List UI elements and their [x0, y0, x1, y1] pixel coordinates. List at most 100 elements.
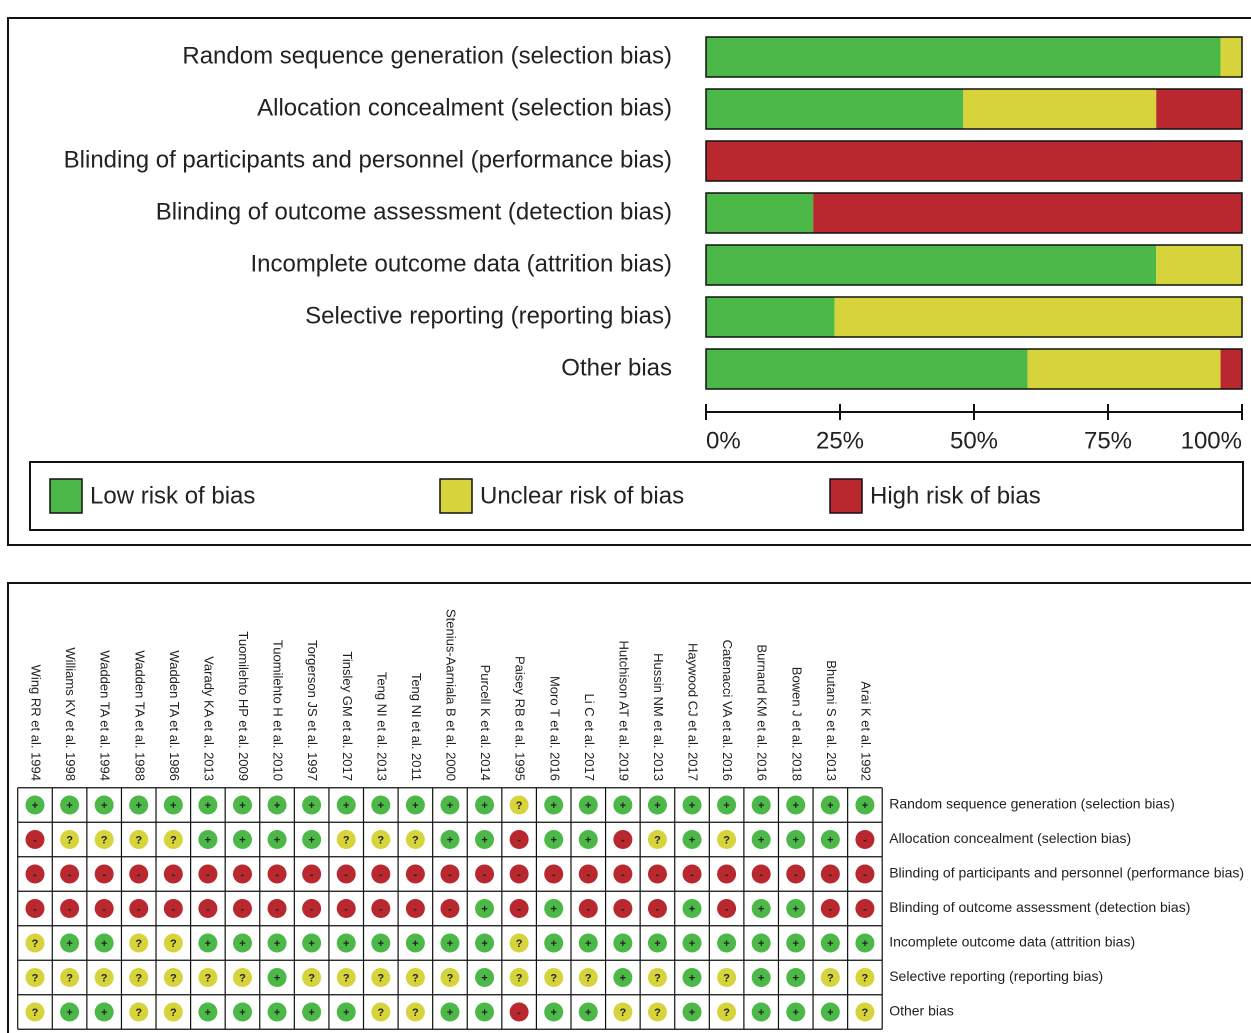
judgement-dot — [163, 968, 183, 987]
judgement-symbol: + — [274, 1007, 280, 1019]
judgement-symbol: + — [481, 800, 487, 812]
judgement-dot — [786, 1002, 806, 1022]
judgement-dot — [820, 830, 840, 849]
judgement-symbol: + — [758, 938, 764, 950]
judgement-symbol: + — [378, 800, 384, 812]
judgement-dot — [509, 795, 529, 815]
judgement-symbol: - — [33, 903, 37, 915]
x-tick-label: 75% — [1084, 427, 1132, 454]
judgement-symbol: + — [447, 834, 453, 846]
domain-label: Blinding of participants and personnel (… — [64, 146, 672, 173]
judgement-dot — [578, 899, 598, 918]
judgement-symbol: + — [689, 938, 695, 950]
judgement-dot — [60, 933, 80, 953]
judgement-dot — [302, 933, 322, 953]
judgement-symbol: + — [239, 1007, 245, 1019]
bar-outline — [705, 36, 1243, 78]
judgement-symbol: ? — [377, 834, 384, 846]
judgement-dot — [232, 1002, 252, 1022]
domain-label: Other bias — [889, 1003, 954, 1019]
judgement-dot — [751, 1002, 771, 1022]
judgement-dot — [163, 1002, 183, 1022]
judgement-dot — [717, 933, 737, 953]
bar-segment — [706, 141, 1242, 181]
judgement-symbol: + — [620, 972, 626, 984]
study-label: Arai K et al. 1992 — [858, 681, 873, 781]
judgement-symbol: ? — [723, 972, 730, 984]
judgement-dot — [682, 933, 702, 953]
judgement-symbol: + — [793, 938, 799, 950]
judgement-symbol: + — [862, 800, 868, 812]
judgement-symbol: ? — [723, 1007, 730, 1019]
judgement-dot — [647, 933, 667, 953]
study-label: Tuomilehto H et al. 2010 — [271, 640, 286, 781]
legend-swatch — [439, 478, 473, 514]
judgement-symbol: + — [481, 903, 487, 915]
judgement-dot — [405, 968, 425, 987]
judgement-symbol: - — [310, 903, 314, 915]
bar-outline — [705, 88, 1243, 130]
judgement-dot — [129, 795, 149, 815]
study-label: Li C et al. 2017 — [582, 694, 597, 781]
judgement-dot — [129, 933, 149, 953]
judgement-dot — [94, 1002, 114, 1022]
judgement-symbol: + — [827, 938, 833, 950]
judgement-symbol: + — [793, 834, 799, 846]
judgement-dot — [717, 830, 737, 849]
judgement-symbol: + — [101, 800, 107, 812]
judgement-symbol: + — [447, 938, 453, 950]
judgement-symbol: ? — [516, 800, 523, 812]
judgement-symbol: - — [483, 869, 487, 881]
judgement-dot — [60, 1002, 80, 1022]
judgement-dot — [682, 830, 702, 849]
bar-segment — [706, 297, 835, 337]
judgement-symbol: - — [656, 869, 660, 881]
judgement-dot — [232, 864, 252, 884]
judgement-dot — [820, 864, 840, 884]
judgement-dot — [544, 968, 564, 987]
judgement-dot — [717, 968, 737, 987]
study-label: Torgerson JS et al. 1997 — [305, 640, 320, 781]
judgement-symbol: + — [585, 1007, 591, 1019]
judgement-symbol: + — [758, 1007, 764, 1019]
judgement-symbol: - — [621, 869, 625, 881]
judgement-symbol: + — [758, 834, 764, 846]
judgement-dot — [578, 968, 598, 987]
study-label: Paisey RB et al. 1995 — [513, 656, 528, 781]
judgement-symbol: + — [793, 1007, 799, 1019]
domain-label: Blinding of participants and personnel (… — [889, 865, 1244, 881]
summary-frame — [7, 17, 1251, 546]
judgement-symbol: + — [170, 800, 176, 812]
bar-segment — [706, 37, 1221, 77]
domain-label: Selective reporting (reporting bias) — [889, 968, 1103, 984]
bar-outline — [705, 192, 1243, 234]
judgement-dot — [371, 795, 391, 815]
judgement-symbol: - — [275, 903, 279, 915]
judgement-symbol: ? — [412, 1007, 419, 1019]
judgement-dot — [198, 1002, 218, 1022]
judgement-symbol: + — [101, 1007, 107, 1019]
judgement-symbol: + — [620, 800, 626, 812]
judgement-dot — [820, 899, 840, 918]
judgement-symbol: + — [481, 1007, 487, 1019]
judgement-symbol: ? — [239, 972, 246, 984]
judgement-dot — [198, 795, 218, 815]
judgement-symbol: - — [621, 903, 625, 915]
judgement-symbol: + — [205, 800, 211, 812]
judgement-symbol: - — [517, 903, 521, 915]
judgement-symbol: + — [343, 800, 349, 812]
judgement-symbol: ? — [447, 972, 454, 984]
judgement-dot — [60, 968, 80, 987]
study-label: Hutchison AT et al. 2019 — [616, 641, 631, 781]
judgement-dot — [232, 968, 252, 987]
judgement-dot — [163, 899, 183, 918]
judgement-symbol: ? — [66, 972, 73, 984]
judgement-dot — [717, 864, 737, 884]
judgement-dot — [371, 968, 391, 987]
judgement-dot — [267, 830, 287, 849]
judgement-symbol: - — [829, 903, 833, 915]
bar-segment — [706, 193, 814, 233]
judgement-dot — [129, 864, 149, 884]
bar-outline — [705, 140, 1243, 182]
domain-label: Selective reporting (reporting bias) — [305, 302, 672, 329]
